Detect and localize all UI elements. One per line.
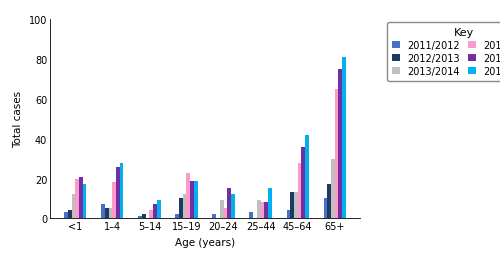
Bar (302, 147, 305, 218)
Bar (108, 209, 112, 218)
Bar (105, 209, 108, 218)
Bar (186, 173, 190, 218)
Bar (79, 177, 82, 218)
Bar (260, 203, 264, 218)
Bar (112, 183, 116, 218)
Bar (212, 214, 216, 218)
Bar (190, 181, 194, 218)
Bar (324, 199, 328, 218)
Bar (75, 179, 79, 218)
Bar (150, 211, 153, 218)
Bar (305, 135, 309, 218)
Bar (268, 189, 272, 218)
Bar (72, 195, 75, 218)
Bar (138, 216, 142, 218)
Bar (82, 185, 86, 218)
Bar (179, 199, 183, 218)
Bar (176, 214, 179, 218)
Bar (250, 213, 253, 218)
Bar (220, 201, 224, 218)
X-axis label: Age (years): Age (years) (175, 237, 235, 247)
Legend: 2011/2012, 2012/2013, 2013/2014, 2014/2015, 2015/2016, 2016/2017: 2011/2012, 2012/2013, 2013/2014, 2014/20… (388, 23, 500, 82)
Bar (342, 58, 346, 218)
Bar (101, 204, 105, 218)
Bar (338, 70, 342, 218)
Y-axis label: Total cases: Total cases (14, 91, 24, 148)
Bar (227, 189, 231, 218)
Bar (328, 185, 331, 218)
Bar (194, 181, 198, 218)
Bar (335, 90, 338, 218)
Bar (290, 193, 294, 218)
Bar (257, 201, 260, 218)
Bar (331, 159, 335, 218)
Bar (153, 204, 157, 218)
Bar (264, 203, 268, 218)
Bar (116, 167, 119, 218)
Bar (120, 163, 124, 218)
Bar (68, 211, 71, 218)
Bar (64, 213, 68, 218)
Bar (286, 211, 290, 218)
Bar (298, 163, 302, 218)
Bar (157, 201, 160, 218)
Bar (294, 193, 298, 218)
Bar (142, 214, 146, 218)
Bar (231, 195, 234, 218)
Bar (183, 195, 186, 218)
Bar (224, 209, 227, 218)
